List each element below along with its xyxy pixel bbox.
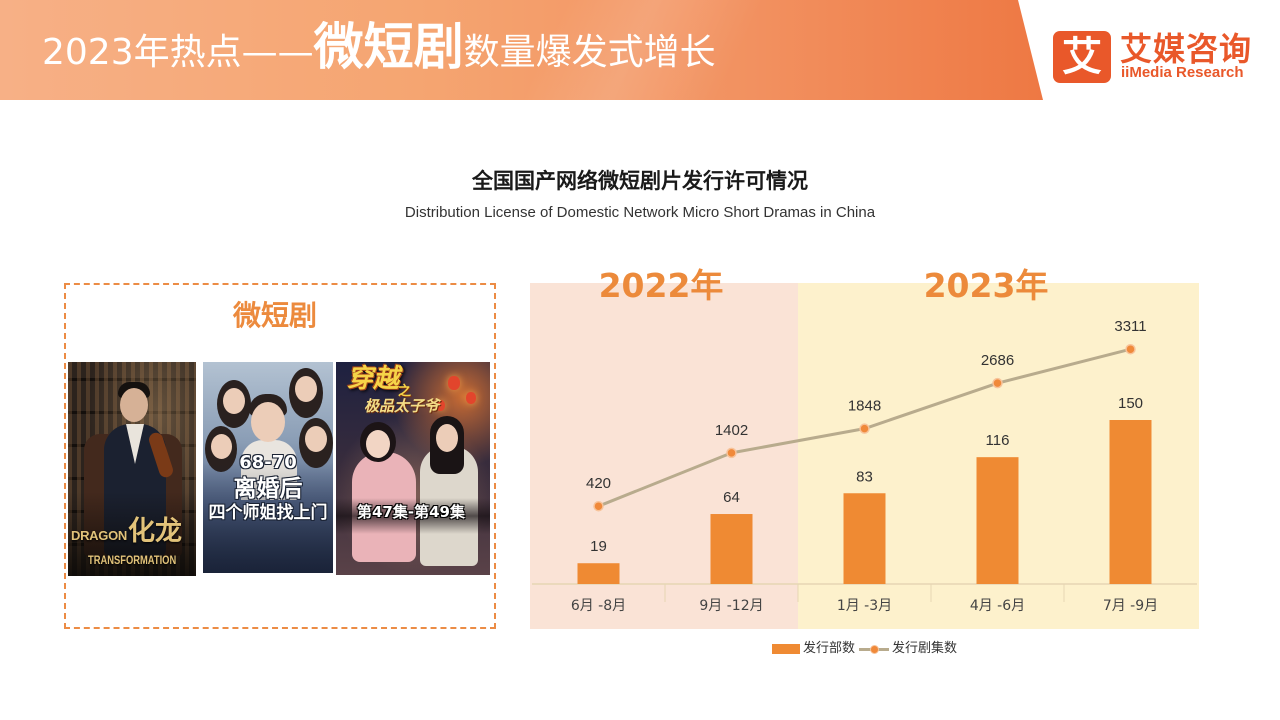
bar [1109, 420, 1152, 584]
bar-value-label: 150 [1118, 395, 1143, 412]
poster-title-top: 离婚后 [233, 476, 303, 502]
poster-title-joiner: 之 [398, 384, 412, 399]
brand-name-cn: 艾媒咨询 [1120, 30, 1253, 68]
line-value-label: 2686 [981, 352, 1014, 369]
poster-episodes: 68-70 [239, 452, 297, 473]
header-banner-sheen [0, 0, 1043, 100]
chart-labels: 6月 -8月 19 9月 -12月 64 1月 -3月 83 4月 -6月 116 7月 -9月… [571, 318, 1158, 614]
line-value-label: 1848 [848, 398, 881, 415]
poster-title-row: DRAGON 化龙 [71, 518, 195, 545]
line-series [593, 343, 1136, 512]
combo-chart: 2022年 2023年 6月 -8月 19 9月 -12月 64 1月 -3月 83 4月 … [530, 266, 1199, 629]
group-label-2023: 2023年 [924, 266, 1049, 305]
bar-series [577, 420, 1152, 584]
group-background-2022 [530, 283, 798, 629]
chart-legend: 发行部数 发行剧集数 [772, 642, 957, 655]
poster-figure-face [295, 376, 317, 402]
bar-value-label: 64 [723, 489, 740, 506]
bar [843, 493, 886, 584]
slide-title-suffix: 数量爆发式增长 [463, 32, 716, 73]
brand-name-en: iiMedia Research [1121, 64, 1244, 81]
poster-title-bottom: 四个师姐找上门 [208, 503, 328, 523]
poster-bottom-fade [203, 462, 333, 573]
bar [710, 514, 753, 584]
line-point [1125, 343, 1136, 355]
showcase-title: 微短剧 [232, 299, 317, 332]
legend-bar-swatch [772, 643, 800, 654]
line-point [726, 447, 737, 459]
legend-label-bar-series: 发行部数 [803, 641, 856, 656]
header-banner [0, 0, 1043, 100]
slide-title-prefix: 2023年热点—— [42, 32, 314, 73]
poster-lantern [436, 400, 445, 411]
poster-time-travel-prince: 穿越 之 极品太子爷 第47集-第49集 [336, 362, 490, 575]
x-tick-label: 6月 -8月 [571, 598, 626, 614]
poster-lantern [466, 392, 476, 404]
line-point [593, 500, 604, 512]
poster-episodes: 第47集-第49集 [357, 503, 465, 521]
bar-value-label: 19 [590, 538, 607, 555]
x-tick-label: 4月 -6月 [970, 598, 1025, 614]
bar-value-label: 83 [856, 468, 873, 485]
chart-subtitle: Distribution License of Domestic Network… [404, 204, 876, 221]
poster-caption-band [336, 498, 490, 534]
poster-divorce-drama: 68-70 离婚后 四个师姐找上门 [203, 362, 333, 573]
poster-title-en: DRAGON [71, 528, 127, 543]
poster-dragon-transformation: DRAGON 化龙 TRANSFORMATION [68, 362, 196, 576]
poster-figure-face [436, 424, 458, 452]
bar-value-label: 116 [986, 432, 1010, 449]
slide-title-highlight: 微短剧 [313, 18, 464, 76]
poster-figure-head [120, 388, 148, 422]
poster-figure-face [223, 388, 245, 414]
x-axis-ticks [664, 584, 1065, 602]
poster-figure-face [305, 426, 327, 452]
bar [976, 457, 1019, 584]
legend-label-line-series: 发行剧集数 [892, 641, 958, 656]
poster-figure-face [211, 434, 232, 459]
poster-title-cn: 化龙 [127, 516, 182, 547]
poster-bottom-fade [68, 492, 196, 576]
legend-line-swatch [859, 644, 890, 654]
poster-subtitle-en: TRANSFORMATION [88, 553, 177, 567]
slide-title: 2023年热点—— 微短剧 数量爆发式增长 [42, 22, 716, 72]
group-label-2022: 2022年 [599, 266, 724, 305]
poster-figure-face [251, 402, 285, 442]
line-value-label: 3311 [1114, 318, 1146, 335]
x-tick-label: 7月 -9月 [1103, 598, 1158, 614]
poster-lantern [448, 376, 460, 390]
legend-line-dot [870, 644, 880, 654]
showcase-panel [64, 283, 496, 629]
x-tick-label: 9月 -12月 [699, 598, 763, 614]
chart-title: 全国国产网络微短剧片发行许可情况 [472, 169, 808, 193]
line-value-label: 420 [586, 475, 611, 492]
line-point [992, 377, 1003, 389]
poster-figure-face [366, 430, 390, 458]
bar [577, 563, 620, 584]
line-value-label: 1402 [715, 422, 748, 439]
x-tick-label: 1月 -3月 [837, 598, 892, 614]
poster-title-main: 穿越 [347, 364, 400, 394]
brand-logo-icon: 艾 [1053, 31, 1111, 83]
poster-title-sub: 极品太子爷 [364, 397, 440, 415]
line-point [859, 423, 870, 434]
